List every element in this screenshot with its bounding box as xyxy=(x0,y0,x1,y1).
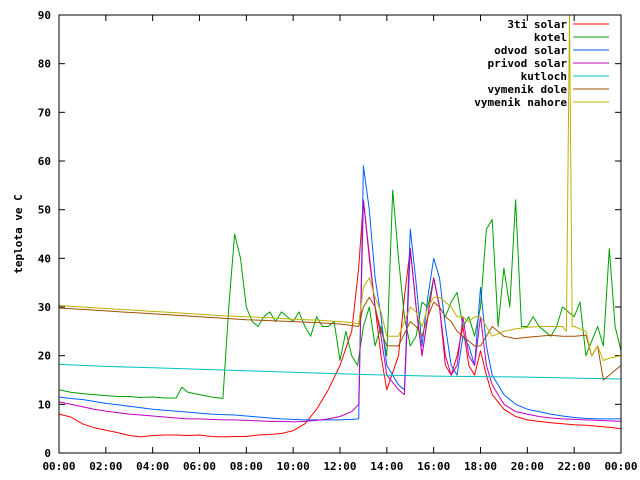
x-tick-label: 20:00 xyxy=(511,460,544,473)
series-line-3ti-solar xyxy=(58,199,622,438)
y-tick-label: 80 xyxy=(38,58,51,71)
legend-label-privod-solar: privod solar xyxy=(488,57,568,70)
x-tick-label: 22:00 xyxy=(558,460,591,473)
y-tick-label: 20 xyxy=(38,350,51,363)
legend-label-kotel: kotel xyxy=(534,31,567,44)
x-tick-label: 02:00 xyxy=(89,460,122,473)
y-tick-labels: 0 10 20 30 40 50 60 70 80 90 xyxy=(38,9,51,460)
y-tick-label: 50 xyxy=(38,204,51,217)
y-tick-label: 0 xyxy=(44,447,51,460)
x-tick-label: 12:00 xyxy=(323,460,356,473)
y-tick-label: 70 xyxy=(38,106,51,119)
x-tick-label: 04:00 xyxy=(136,460,169,473)
y-tick-label: 60 xyxy=(38,155,51,168)
x-tick-label: 16:00 xyxy=(417,460,450,473)
x-tick-labels: 00:00 02:00 04:00 06:00 08:00 10:00 12:00 14:00… xyxy=(42,460,637,473)
y-axis-label: teplota ve C xyxy=(12,194,25,273)
series-line-odvod-solar xyxy=(58,165,621,421)
x-tick-label: 06:00 xyxy=(183,460,216,473)
series-line-vymenik-nahore xyxy=(58,14,622,361)
legend-label-3ti-solar: 3ti solar xyxy=(507,18,567,31)
series-layer xyxy=(58,14,622,438)
legend-label-vymenik-nahore: vymenik nahore xyxy=(474,96,567,109)
x-tick-label: 00:00 xyxy=(42,460,75,473)
series-line-privod-solar xyxy=(58,199,622,423)
x-tick-label: 14:00 xyxy=(370,460,403,473)
series-line-kotel xyxy=(58,189,622,399)
y-tick-label: 40 xyxy=(38,252,51,265)
legend-label-odvod-solar: odvod solar xyxy=(494,44,567,57)
series-line-kutloch xyxy=(58,363,622,380)
y-tick-label: 30 xyxy=(38,301,51,314)
legend-label-vymenik-dole: vymenik dole xyxy=(488,83,568,96)
plot-frame xyxy=(58,14,622,454)
x-tick-label: 08:00 xyxy=(230,460,263,473)
legend-label-kutloch: kutloch xyxy=(521,70,567,83)
axis-ticks xyxy=(59,15,621,453)
x-tick-label: 18:00 xyxy=(464,460,497,473)
y-tick-label: 90 xyxy=(38,9,51,22)
x-tick-label: 00:00 xyxy=(604,460,637,473)
y-tick-label: 10 xyxy=(38,398,51,411)
x-tick-label: 10:00 xyxy=(277,460,310,473)
series-line-vymenik-dole xyxy=(58,296,622,381)
